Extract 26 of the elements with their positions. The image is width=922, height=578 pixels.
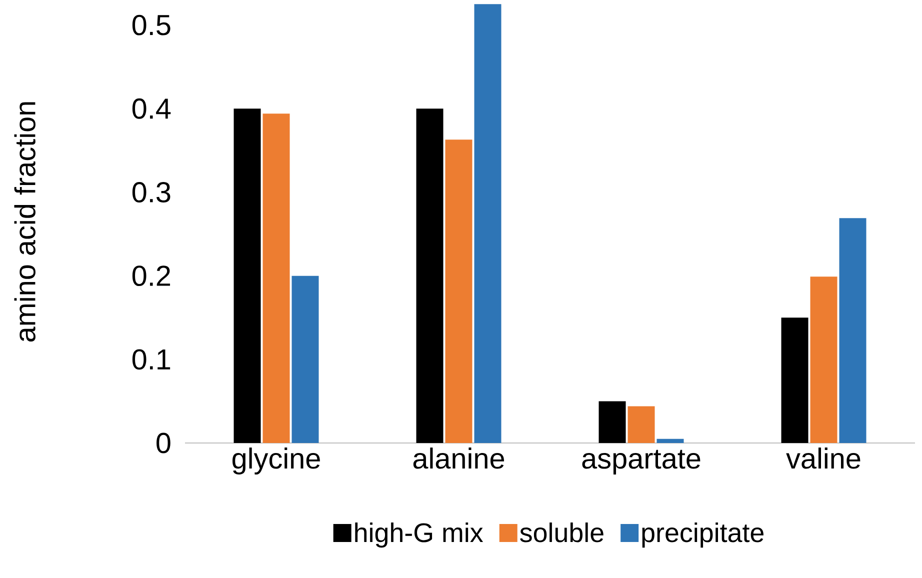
y-tick-label: 0.4 [132, 98, 171, 119]
bar [598, 401, 626, 443]
bar [474, 4, 502, 443]
x-tick-label: valine [786, 448, 860, 469]
bar [656, 438, 684, 443]
bar [781, 318, 808, 443]
bar [234, 108, 261, 443]
bar [628, 406, 655, 443]
bar [445, 140, 472, 443]
bar [416, 108, 444, 443]
bar [292, 276, 319, 443]
y-tick-label: 0 [156, 432, 170, 454]
x-tick-label: alanine [413, 448, 504, 469]
bar [262, 114, 290, 443]
y-tick-label: 0.2 [132, 266, 170, 286]
legend-label: precipitate [642, 522, 764, 548]
x-tick-label: glycine [232, 448, 320, 474]
y-tick-label: 0.3 [132, 182, 170, 202]
bar [810, 276, 838, 443]
y-tick-label: 0.5 [132, 14, 170, 36]
y-tick-label: 0.1 [132, 349, 170, 370]
y-axis-title: amino acid fraction [14, 102, 36, 342]
bar [839, 218, 866, 443]
x-tick-label: aspartate [582, 450, 700, 474]
legend-label: high-G mix [355, 522, 484, 548]
legend-label: soluble [520, 522, 604, 542]
